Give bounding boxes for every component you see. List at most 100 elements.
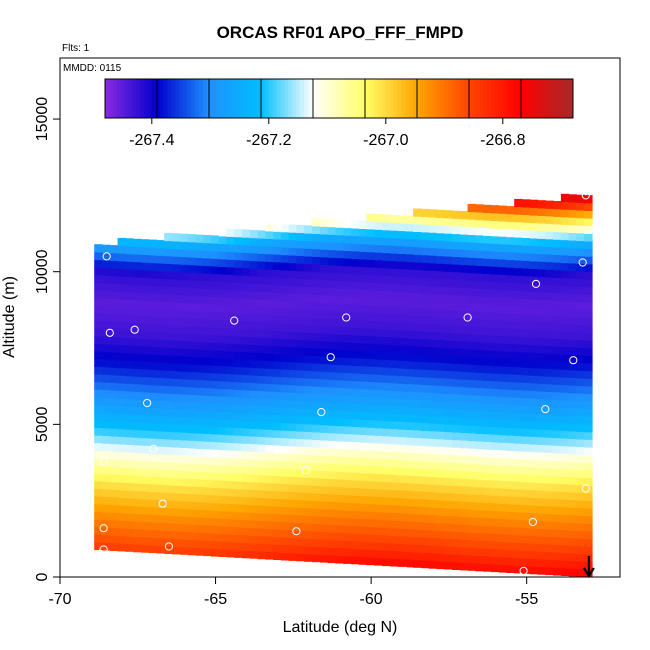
heatmap-cell <box>319 249 329 258</box>
heatmap-cell <box>273 223 282 232</box>
heatmap-cell <box>273 376 282 385</box>
heatmap-cell <box>218 457 228 466</box>
heatmap-cell <box>312 431 321 441</box>
heatmap-cell <box>210 304 220 313</box>
heatmap-cell <box>125 459 134 468</box>
heatmap-cell <box>280 224 290 233</box>
heatmap-cell <box>148 338 158 347</box>
heatmap-cell <box>226 259 235 268</box>
heatmap-cell <box>475 555 484 564</box>
heatmap-cell <box>226 305 235 314</box>
heatmap-cell <box>179 432 189 441</box>
heatmap-cell <box>249 260 259 269</box>
heatmap-cell <box>148 491 158 500</box>
heatmap-cell <box>343 502 352 511</box>
heatmap-cell <box>296 431 305 440</box>
heatmap-cell <box>397 215 406 224</box>
heatmap-cell <box>288 323 298 332</box>
heatmap-cell <box>280 430 290 439</box>
heatmap-cell <box>140 307 150 317</box>
heatmap-cell <box>117 436 126 445</box>
heatmap-cell <box>327 493 336 502</box>
heatmap-cell <box>102 427 111 436</box>
heatmap-cell <box>576 568 585 577</box>
heatmap-cell <box>444 439 453 448</box>
heatmap-cell <box>296 247 305 256</box>
heatmap-cell <box>529 505 539 514</box>
heatmap-cell <box>280 537 290 546</box>
heatmap-cell <box>452 454 461 464</box>
heatmap-cell <box>498 503 508 512</box>
heatmap-cell <box>218 541 228 550</box>
heatmap-cell <box>514 389 523 398</box>
heatmap-cell <box>584 225 593 234</box>
heatmap-cell <box>514 565 523 574</box>
heatmap-cell <box>257 497 266 506</box>
heatmap-cell <box>568 553 578 562</box>
heatmap-cell <box>172 385 181 395</box>
heatmap-cell <box>125 391 134 400</box>
heatmap-cell <box>389 253 399 262</box>
heatmap-cell <box>164 316 173 325</box>
heatmap-cell <box>436 255 445 264</box>
heatmap-cell <box>94 251 103 261</box>
heatmap-cell <box>133 536 142 545</box>
heatmap-cell <box>257 543 266 552</box>
heatmap-cell <box>164 500 173 509</box>
heatmap-cell <box>140 246 150 255</box>
heatmap-cell <box>172 454 181 463</box>
heatmap-cell <box>164 438 173 448</box>
heatmap-cell <box>413 536 422 545</box>
colorbar-segment <box>549 79 554 118</box>
heatmap-cell <box>545 315 554 324</box>
heatmap-cell <box>210 517 220 526</box>
heatmap-cell <box>117 459 126 468</box>
heatmap-cell <box>296 530 305 539</box>
heatmap-cell <box>319 356 329 365</box>
heatmap-cell <box>218 419 228 428</box>
heatmap-cell <box>117 390 126 399</box>
heatmap-cell <box>452 516 461 525</box>
heatmap-cell <box>506 412 515 421</box>
heatmap-cell <box>109 443 119 452</box>
heatmap-cell <box>405 292 414 301</box>
heatmap-cell <box>226 503 235 512</box>
heatmap-cell <box>234 259 243 268</box>
heatmap-cell <box>413 246 422 255</box>
heatmap-cell <box>475 524 484 534</box>
heatmap-cell <box>553 437 562 446</box>
heatmap-cell <box>428 438 438 447</box>
heatmap-cell <box>234 419 243 429</box>
heatmap-cell <box>545 368 554 377</box>
heatmap-cell <box>420 239 430 248</box>
heatmap-cell <box>117 306 126 315</box>
heatmap-cell <box>133 483 142 492</box>
heatmap-cell <box>156 392 165 401</box>
heatmap-cell <box>94 480 103 489</box>
heatmap-cell <box>257 291 266 300</box>
heatmap-cell <box>413 521 422 530</box>
heatmap-cell <box>584 355 593 364</box>
heatmap-cell <box>483 372 492 381</box>
heatmap-cell <box>467 417 476 426</box>
heatmap-cell <box>312 294 321 303</box>
heatmap-cell <box>397 329 406 338</box>
heatmap-cell <box>234 435 243 444</box>
heatmap-cell <box>475 387 484 396</box>
colorbar-segment <box>116 79 122 118</box>
heatmap-cell <box>366 480 375 489</box>
heatmap-cell <box>576 408 585 417</box>
heatmap-cell <box>506 557 515 566</box>
heatmap-cell <box>304 286 313 295</box>
heatmap-cell <box>343 418 352 427</box>
heatmap-cell <box>374 336 383 345</box>
heatmap-cell <box>242 328 251 337</box>
heatmap-cell <box>273 300 282 309</box>
heatmap-cell <box>358 411 368 420</box>
heatmap-cell <box>179 340 189 349</box>
heatmap-cell <box>234 427 243 436</box>
heatmap-cell <box>498 480 508 489</box>
colorbar-segment <box>261 79 266 118</box>
heatmap-cell <box>490 365 500 374</box>
colorbar-segment <box>272 79 278 118</box>
